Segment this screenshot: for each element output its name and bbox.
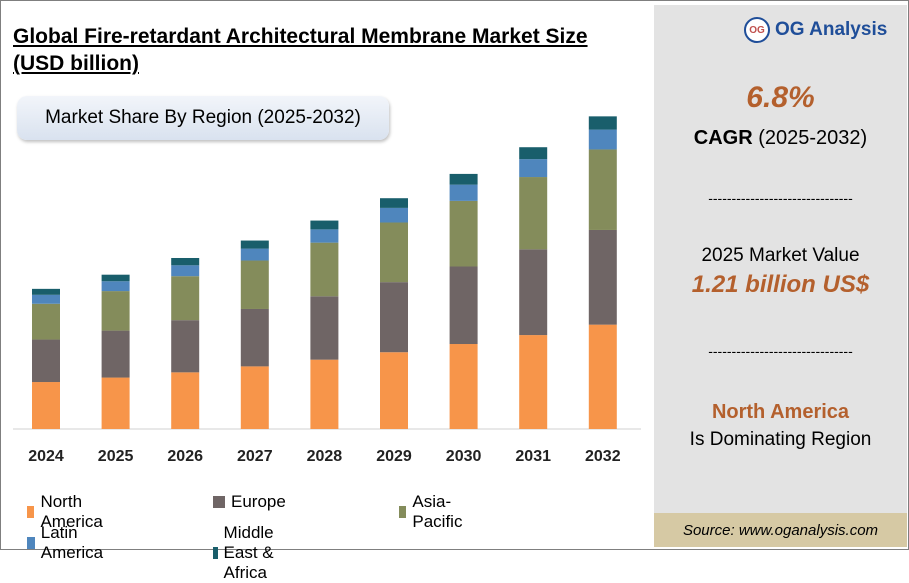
source-bar: Source: www.oganalysis.com bbox=[654, 513, 907, 547]
market-value: 1.21 billion US$ bbox=[691, 271, 870, 298]
bar-europe-2025 bbox=[101, 330, 130, 378]
bar-europe-2031 bbox=[519, 249, 548, 336]
legend-label: Europe bbox=[231, 492, 286, 511]
bar-europe-2024 bbox=[32, 339, 60, 383]
bar-middle-east-africa-2028 bbox=[310, 220, 339, 230]
x-tick-labels: 2024 2025 2026 2027 2028 2029 2030 2031 2032 bbox=[28, 448, 620, 465]
legend-item-north-america: North America bbox=[27, 492, 107, 532]
og-logo-icon: OG bbox=[744, 17, 770, 43]
bar-north-america-2024 bbox=[32, 382, 60, 429]
bar-north-america-2030 bbox=[449, 344, 478, 429]
bar-north-america-2032 bbox=[588, 324, 617, 429]
bar-europe-2032 bbox=[588, 229, 617, 325]
legend-item-europe: Europe bbox=[213, 492, 286, 512]
bar-asia-pacific-2028 bbox=[310, 242, 339, 297]
bar-middle-east-africa-2030 bbox=[449, 173, 478, 185]
bars-group bbox=[32, 116, 617, 429]
dominating-label: Is Dominating Region bbox=[689, 429, 872, 450]
subtitle-pill: Market Share By Region (2025-2032) bbox=[17, 96, 389, 140]
legend-swatch bbox=[213, 547, 218, 559]
bar-middle-east-africa-2024 bbox=[32, 288, 60, 295]
legend-label: Middle East & Africa bbox=[223, 523, 274, 582]
dominating-region: North America bbox=[711, 401, 850, 423]
source-text: Source: www.oganalysis.com bbox=[682, 521, 879, 539]
bar-asia-pacific-2024 bbox=[32, 303, 60, 340]
cagr-label-bold: CAGR bbox=[693, 127, 753, 149]
bar-europe-2027 bbox=[240, 308, 269, 367]
legend-swatch bbox=[27, 537, 35, 549]
divider-1: ------------------------------- bbox=[708, 190, 853, 206]
bar-north-america-2029 bbox=[380, 352, 408, 429]
x-tick-label-2024: 2024 bbox=[28, 448, 64, 465]
x-tick-label-2029: 2029 bbox=[376, 448, 412, 465]
legend-item-asia-pacific: Asia-Pacific bbox=[399, 492, 467, 532]
bar-middle-east-africa-2029 bbox=[380, 198, 408, 208]
x-tick-label-2025: 2025 bbox=[98, 448, 134, 465]
bar-latin-america-2029 bbox=[380, 207, 408, 223]
chart-subtitle: Market Share By Region (2025-2032) bbox=[45, 107, 361, 128]
bar-middle-east-africa-2032 bbox=[588, 116, 617, 130]
legend-swatch bbox=[27, 506, 35, 518]
bar-asia-pacific-2027 bbox=[240, 260, 269, 309]
bar-asia-pacific-2032 bbox=[588, 149, 617, 230]
legend-label: Latin America bbox=[40, 523, 104, 562]
bar-asia-pacific-2030 bbox=[449, 200, 478, 267]
x-tick-label-2032: 2032 bbox=[585, 448, 621, 465]
cagr-label: CAGR (2025-2032) bbox=[654, 127, 907, 150]
bar-north-america-2028 bbox=[310, 359, 339, 429]
summary-panel: OG OG Analysis 6.8% CAGR (2025-2032) ---… bbox=[654, 5, 907, 547]
bar-middle-east-africa-2031 bbox=[519, 147, 548, 160]
bar-latin-america-2025 bbox=[101, 281, 130, 292]
bar-middle-east-africa-2025 bbox=[101, 274, 130, 282]
bar-asia-pacific-2026 bbox=[171, 276, 200, 321]
bar-latin-america-2031 bbox=[519, 159, 548, 178]
bar-latin-america-2024 bbox=[32, 294, 60, 304]
cagr-label-period: (2025-2032) bbox=[752, 127, 868, 149]
cagr-value: 6.8% bbox=[746, 81, 815, 114]
chart-title: Global Fire-retardant Architectural Memb… bbox=[13, 25, 588, 75]
legend-swatch bbox=[213, 496, 225, 508]
legend-item-latin-america: Latin America bbox=[27, 523, 107, 563]
bar-north-america-2031 bbox=[519, 335, 548, 429]
bar-asia-pacific-2025 bbox=[101, 291, 130, 331]
x-tick-label-2030: 2030 bbox=[446, 448, 482, 465]
bar-north-america-2025 bbox=[101, 377, 130, 429]
og-logo: OG OG Analysis bbox=[744, 17, 887, 43]
bar-europe-2029 bbox=[380, 282, 408, 353]
x-tick-label-2031: 2031 bbox=[515, 448, 551, 465]
bar-europe-2028 bbox=[310, 296, 339, 360]
stacked-bar-chart: 2024 2025 2026 2027 2028 2029 2030 2031 2032 bbox=[13, 116, 641, 465]
bar-north-america-2026 bbox=[171, 372, 200, 429]
bar-middle-east-africa-2027 bbox=[240, 240, 269, 249]
x-tick-label-2026: 2026 bbox=[167, 448, 203, 465]
x-tick-label-2028: 2028 bbox=[307, 448, 343, 465]
divider-2: ------------------------------- bbox=[708, 343, 853, 359]
legend-label: North America bbox=[40, 492, 103, 531]
bar-europe-2026 bbox=[171, 320, 200, 373]
bar-asia-pacific-2031 bbox=[519, 177, 548, 250]
x-tick-label-2027: 2027 bbox=[237, 448, 273, 465]
legend-swatch bbox=[399, 506, 407, 518]
bar-latin-america-2027 bbox=[240, 248, 269, 261]
market-value-label: 2025 Market Value bbox=[701, 245, 860, 266]
bar-asia-pacific-2029 bbox=[380, 222, 408, 283]
bar-north-america-2027 bbox=[240, 366, 269, 429]
bar-latin-america-2032 bbox=[588, 129, 617, 150]
bar-latin-america-2028 bbox=[310, 229, 339, 243]
bar-latin-america-2026 bbox=[171, 265, 200, 277]
legend-label: Asia-Pacific bbox=[412, 492, 463, 531]
bar-middle-east-africa-2026 bbox=[171, 257, 200, 266]
bar-latin-america-2030 bbox=[449, 184, 478, 201]
bar-europe-2030 bbox=[449, 266, 478, 345]
logo-text: OG Analysis bbox=[775, 19, 888, 40]
legend-item-middle-east-africa: Middle East & Africa bbox=[213, 523, 281, 583]
